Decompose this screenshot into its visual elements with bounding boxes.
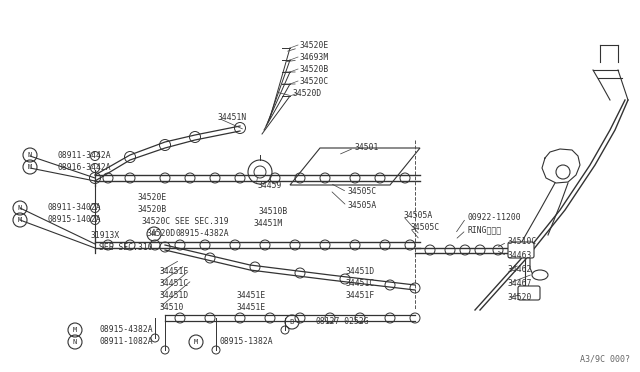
Text: M: M xyxy=(152,231,156,237)
Text: B: B xyxy=(290,319,294,325)
Text: 34520C: 34520C xyxy=(142,218,172,227)
Text: 34451F: 34451F xyxy=(160,267,189,276)
Text: N: N xyxy=(18,205,22,211)
Text: 08915-1402A: 08915-1402A xyxy=(47,215,100,224)
Text: M: M xyxy=(194,339,198,345)
Text: 08915-4382A: 08915-4382A xyxy=(175,230,228,238)
Text: 34505A: 34505A xyxy=(404,212,433,221)
Text: 34520: 34520 xyxy=(508,294,532,302)
FancyBboxPatch shape xyxy=(518,286,540,300)
Ellipse shape xyxy=(532,270,548,280)
Text: 34520E: 34520E xyxy=(300,41,329,49)
Text: 34451C: 34451C xyxy=(346,279,375,289)
Text: 34451C: 34451C xyxy=(160,279,189,289)
Text: 08915-4382A: 08915-4382A xyxy=(100,326,154,334)
Text: 34451M: 34451M xyxy=(254,219,284,228)
Text: 34463: 34463 xyxy=(508,251,532,260)
Text: N: N xyxy=(73,339,77,345)
Text: 34693M: 34693M xyxy=(300,52,329,61)
Text: 34520D: 34520D xyxy=(293,89,323,97)
Text: 34520D: 34520D xyxy=(147,230,176,238)
Text: A3/9C 000?: A3/9C 000? xyxy=(580,355,630,364)
Text: 34451F: 34451F xyxy=(346,292,375,301)
Text: 34467: 34467 xyxy=(508,279,532,289)
Text: M: M xyxy=(18,217,22,223)
Text: 08127-0252G: 08127-0252G xyxy=(316,317,370,327)
Text: 34459: 34459 xyxy=(258,180,282,189)
Text: 31913X: 31913X xyxy=(91,231,120,241)
Text: 00922-11200: 00922-11200 xyxy=(467,214,520,222)
Text: 34510C: 34510C xyxy=(508,237,537,247)
Text: 34451E: 34451E xyxy=(237,304,266,312)
Text: N: N xyxy=(28,152,32,158)
Text: 34451D: 34451D xyxy=(346,267,375,276)
Text: 08911-3402A: 08911-3402A xyxy=(47,203,100,212)
Text: 08915-1382A: 08915-1382A xyxy=(220,337,274,346)
Text: 34501: 34501 xyxy=(355,144,380,153)
Text: 34505C: 34505C xyxy=(411,224,440,232)
Text: 34451E: 34451E xyxy=(237,292,266,301)
Text: 34462: 34462 xyxy=(508,266,532,275)
Text: 34520B: 34520B xyxy=(300,64,329,74)
Text: RINGリング: RINGリング xyxy=(467,225,501,234)
Text: SEE SEC.319: SEE SEC.319 xyxy=(175,218,228,227)
Text: 08916-3442A: 08916-3442A xyxy=(57,163,111,171)
Text: 34505C: 34505C xyxy=(348,187,377,196)
Polygon shape xyxy=(542,149,580,183)
Text: 34520E: 34520E xyxy=(138,193,167,202)
Text: 34451N: 34451N xyxy=(218,113,247,122)
Text: 34505A: 34505A xyxy=(348,202,377,211)
Text: 34451D: 34451D xyxy=(160,292,189,301)
Text: 34520C: 34520C xyxy=(300,77,329,86)
Text: 34510: 34510 xyxy=(160,304,184,312)
Text: M: M xyxy=(28,164,32,170)
Text: SEE SEC.310: SEE SEC.310 xyxy=(99,244,152,253)
Text: 34520B: 34520B xyxy=(138,205,167,215)
Text: 08911-3442A: 08911-3442A xyxy=(57,151,111,160)
FancyBboxPatch shape xyxy=(508,242,534,258)
Text: M: M xyxy=(73,327,77,333)
Text: 34510B: 34510B xyxy=(259,208,288,217)
Text: 08911-1082A: 08911-1082A xyxy=(100,337,154,346)
